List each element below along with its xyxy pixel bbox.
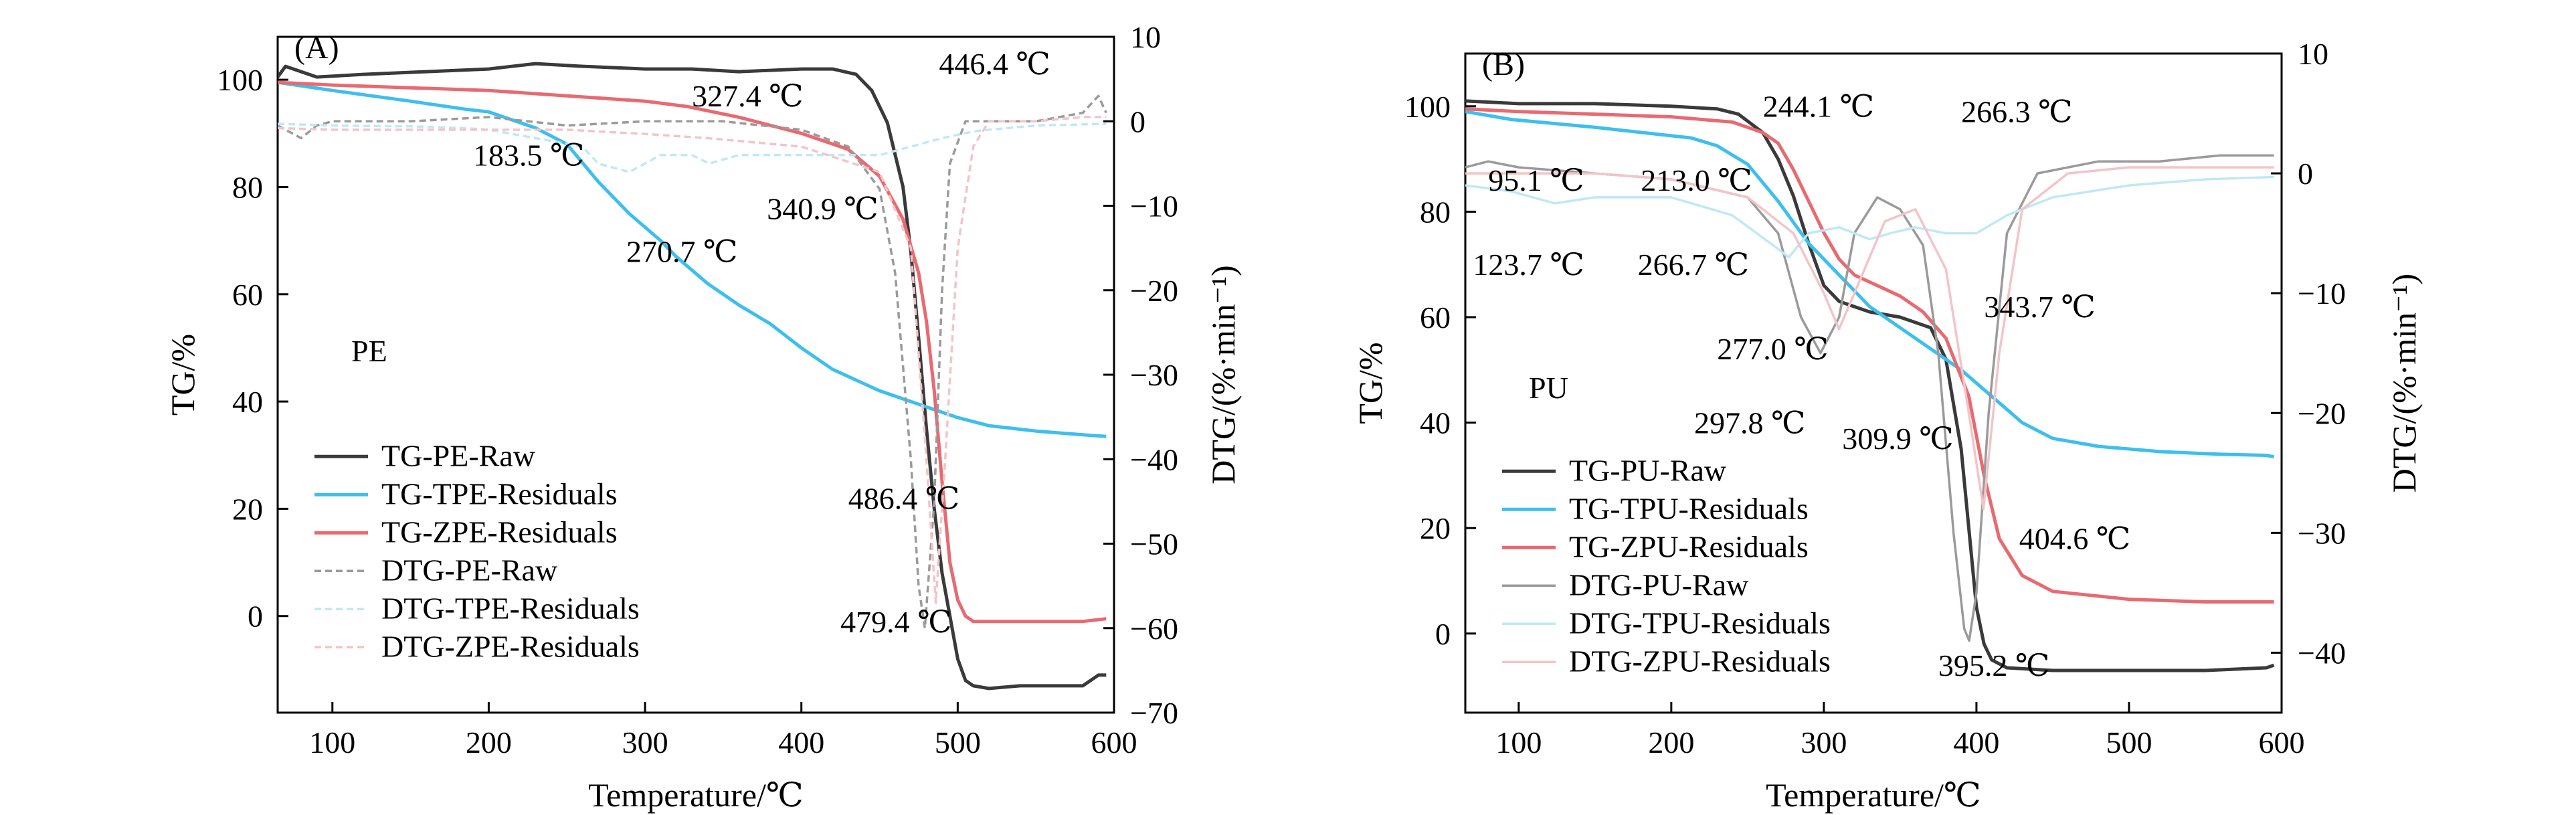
x-tick-label: 200 <box>1648 725 1694 759</box>
panel-a: 100 200 300 400 500 600020406080100100−10−20−… <box>164 20 1242 814</box>
annotation-label: 277.0 ℃ <box>1717 332 1828 366</box>
x-tick-label: 200 <box>466 725 512 759</box>
y-tick-label: 0 <box>1435 617 1451 651</box>
legend-label: TG-TPE-Residuals <box>381 476 618 511</box>
x-tick-label: 100 <box>1495 725 1542 759</box>
legend-label: DTG-TPU-Residuals <box>1569 606 1831 640</box>
x-tick-label: 600 <box>1091 725 1137 759</box>
y-tick-label: 60 <box>1420 300 1451 335</box>
y-tick-label: 60 <box>232 278 263 312</box>
x-tick-label: 400 <box>1953 725 1999 759</box>
y2-tick-label: −30 <box>1130 358 1178 392</box>
annotation-label: 340.9 ℃ <box>767 192 878 226</box>
series-line-tg-pe-raw <box>278 62 1107 691</box>
annotation-label: 486.4 ℃ <box>848 481 959 515</box>
panel-label: (A) <box>294 30 339 66</box>
x-tick-label: 300 <box>622 725 668 759</box>
y2-tick-label: −10 <box>2298 276 2346 310</box>
y2-tick-label: −20 <box>2298 396 2346 430</box>
series-line-dtg-tpe-residuals <box>278 122 1107 173</box>
annotation-label: 404.6 ℃ <box>2019 522 2130 556</box>
annotation-label: 309.9 ℃ <box>1842 422 1953 456</box>
y2-tick-label: −20 <box>1130 274 1178 308</box>
sample-label: PU <box>1529 371 1568 405</box>
annotation-label: 270.7 ℃ <box>626 235 737 269</box>
x-axis-title: Temperature/℃ <box>588 776 804 814</box>
legend-label: TG-PU-Raw <box>1569 453 1727 487</box>
y2-tick-label: −40 <box>2298 636 2346 670</box>
series-line-dtg-zpu-residuals <box>1465 166 2274 511</box>
y2-axis-title: DTG/(%·min⁻¹) <box>1204 265 1242 484</box>
plot-frame <box>1464 52 2283 714</box>
y-tick-label: 20 <box>1420 511 1451 545</box>
legend-label: TG-PE-Raw <box>381 438 536 472</box>
y2-tick-label: 10 <box>1130 20 1161 54</box>
y-tick-label: 40 <box>232 385 263 419</box>
series-line-dtg-zpe-residuals <box>278 116 1107 604</box>
x-axis-title: Temperature/℃ <box>1766 776 1981 814</box>
y2-tick-label: −60 <box>1130 612 1178 646</box>
y-tick-label: 80 <box>232 170 263 204</box>
annotation-label: 266.7 ℃ <box>1638 248 1749 282</box>
legend-label: DTG-PU-Raw <box>1569 567 1749 602</box>
series-line-dtg-tpu-residuals <box>1465 175 2274 259</box>
y2-tick-label: 0 <box>1130 104 1145 139</box>
y2-tick-label: −50 <box>1130 527 1178 561</box>
y2-tick-label: −30 <box>2298 516 2346 550</box>
y-axis-title: TG/% <box>164 334 201 416</box>
legend-label: DTG-ZPU-Residuals <box>1569 644 1831 678</box>
panel-b: 100 200 300 400 500 600020406080100100−10−20−… <box>1352 37 2423 814</box>
panel-label: (B) <box>1482 47 1525 82</box>
series-line-tg-tpu-residuals <box>1465 110 2275 459</box>
series-group <box>278 62 1107 691</box>
series-line-tg-tpe-residuals <box>278 80 1107 438</box>
y-axis-title: TG/% <box>1352 342 1389 424</box>
annotation-label: 244.1 ℃ <box>1763 90 1874 124</box>
y2-axis-title: DTG/(%·min⁻¹) <box>2385 274 2423 492</box>
x-tick-label: 500 <box>935 725 981 759</box>
y-tick-label: 100 <box>217 63 263 97</box>
annotation-label: 95.1 ℃ <box>1488 163 1584 197</box>
y-tick-label: 40 <box>1420 406 1451 440</box>
annotation-label: 297.8 ℃ <box>1694 405 1805 440</box>
legend-label: DTG-ZPE-Residuals <box>381 629 640 663</box>
x-tick-label: 300 <box>1801 725 1847 759</box>
legend-label: TG-TPU-Residuals <box>1569 491 1809 525</box>
annotation-label: 479.4 ℃ <box>840 605 951 639</box>
annotation-label: 446.4 ℃ <box>939 47 1050 81</box>
y2-tick-label: 0 <box>2298 157 2313 191</box>
legend-label: DTG-PE-Raw <box>381 553 558 587</box>
y2-tick-label: −70 <box>1130 696 1178 730</box>
annotation-label: 123.7 ℃ <box>1473 248 1584 282</box>
series-line-tg-pu-raw <box>1465 99 2275 672</box>
x-tick-label: 600 <box>2259 725 2305 759</box>
legend-label: TG-ZPE-Residuals <box>381 515 618 549</box>
annotation-label: 266.3 ℃ <box>1961 94 2072 128</box>
x-tick-label: 500 <box>2106 725 2152 759</box>
y-tick-label: 80 <box>1420 195 1451 229</box>
annotation-label: 343.7 ℃ <box>1984 290 2095 324</box>
annotation-label: 183.5 ℃ <box>473 138 584 172</box>
annotation-label: 213.0 ℃ <box>1641 163 1752 197</box>
y2-tick-label: 10 <box>2298 37 2328 71</box>
series-line-tg-zpu-residuals <box>1465 107 2274 604</box>
legend-label: DTG-TPE-Residuals <box>381 591 640 625</box>
annotation-label: 395.2 ℃ <box>1938 648 2049 683</box>
y2-tick-label: −10 <box>1130 189 1178 223</box>
series-group <box>1465 99 2275 672</box>
legend-label: TG-ZPU-Residuals <box>1569 529 1809 563</box>
y-tick-label: 0 <box>248 600 263 634</box>
x-tick-label: 100 <box>309 725 355 759</box>
y-tick-label: 20 <box>232 492 263 526</box>
y-tick-label: 100 <box>1404 90 1451 124</box>
annotation-label: 327.4 ℃ <box>692 79 803 113</box>
sample-label: PE <box>351 334 387 368</box>
y2-tick-label: −40 <box>1130 442 1178 476</box>
x-tick-label: 400 <box>778 725 824 759</box>
